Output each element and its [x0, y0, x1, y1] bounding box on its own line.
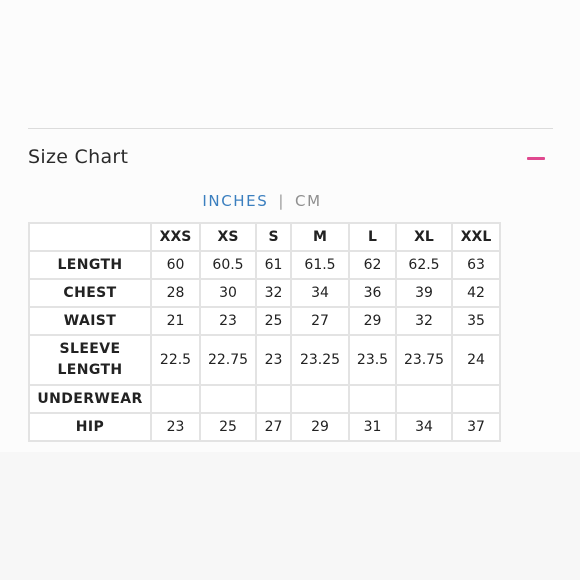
size-header: XL	[395, 222, 453, 252]
table-cell: 27	[290, 306, 350, 336]
row-label: CHEST	[28, 278, 152, 308]
table-cell	[255, 384, 292, 414]
table-cell: 23	[150, 412, 201, 442]
size-header: XXL	[451, 222, 501, 252]
table-cell: 62.5	[395, 250, 453, 280]
table-cell: 35	[451, 306, 501, 336]
header-row: XXS XS S M L XL XXL	[28, 222, 501, 252]
table-cell: 36	[348, 278, 397, 308]
row-label: HIP	[28, 412, 152, 442]
table-cell: 60.5	[199, 250, 257, 280]
table-cell: 28	[150, 278, 201, 308]
table-cell: 22.5	[150, 334, 201, 386]
table-cell	[348, 384, 397, 414]
row-label-line: SLEEVE	[59, 341, 121, 357]
table-cell: 61.5	[290, 250, 350, 280]
table-row: WAIST 21 23 25 27 29 32 35	[28, 306, 501, 336]
size-header: M	[290, 222, 350, 252]
collapse-minus-icon[interactable]	[527, 157, 545, 160]
table-cell: 23	[199, 306, 257, 336]
table-row: SLEEVE LENGTH 22.5 22.75 23 23.25 23.5 2…	[28, 334, 501, 386]
table-cell: 29	[290, 412, 350, 442]
table-row: CHEST 28 30 32 34 36 39 42	[28, 278, 501, 308]
table-cell: 29	[348, 306, 397, 336]
row-label-line: LENGTH	[57, 362, 123, 378]
table-row: LENGTH 60 60.5 61 61.5 62 62.5 63	[28, 250, 501, 280]
table-cell: 34	[290, 278, 350, 308]
row-label: SLEEVE LENGTH	[28, 334, 152, 386]
size-header: XS	[199, 222, 257, 252]
table-cell: 25	[199, 412, 257, 442]
size-chart-panel: Size Chart INCHES | CM XXS XS S M L XL XXL…	[0, 128, 553, 442]
table-cell: 22.75	[199, 334, 257, 386]
table-cell: 31	[348, 412, 397, 442]
row-label: WAIST	[28, 306, 152, 336]
table-cell: 60	[150, 250, 201, 280]
table-cell: 25	[255, 306, 292, 336]
unit-separator: |	[278, 192, 286, 210]
table-cell	[290, 384, 350, 414]
size-header: L	[348, 222, 397, 252]
size-chart-title: Size Chart	[28, 146, 129, 168]
size-header: S	[255, 222, 292, 252]
table-cell: 32	[395, 306, 453, 336]
table-row: UNDERWEAR	[28, 384, 501, 414]
table-cell: 23	[255, 334, 292, 386]
table-cell: 30	[199, 278, 257, 308]
table-cell: 23.25	[290, 334, 350, 386]
table-cell	[199, 384, 257, 414]
row-label: UNDERWEAR	[28, 384, 152, 414]
table-cell: 34	[395, 412, 453, 442]
table-cell: 32	[255, 278, 292, 308]
table-cell: 23.75	[395, 334, 453, 386]
corner-cell	[28, 222, 152, 252]
table-cell: 23.5	[348, 334, 397, 386]
table-cell: 21	[150, 306, 201, 336]
table-cell: 42	[451, 278, 501, 308]
table-row: HIP 23 25 27 29 31 34 37	[28, 412, 501, 442]
unit-inches-tab[interactable]: INCHES	[202, 192, 269, 210]
unit-cm-tab[interactable]: CM	[295, 192, 322, 210]
table-cell	[150, 384, 201, 414]
table-cell: 24	[451, 334, 501, 386]
size-table: XXS XS S M L XL XXL LENGTH 60 60.5 61 61…	[28, 222, 501, 442]
section-divider	[28, 128, 553, 129]
row-label: LENGTH	[28, 250, 152, 280]
table-cell: 39	[395, 278, 453, 308]
table-cell	[395, 384, 453, 414]
table-cell: 63	[451, 250, 501, 280]
size-header: XXS	[150, 222, 201, 252]
table-cell: 62	[348, 250, 397, 280]
table-cell: 27	[255, 412, 292, 442]
table-cell	[451, 384, 501, 414]
table-cell: 37	[451, 412, 501, 442]
unit-toggle: INCHES | CM	[0, 192, 524, 210]
table-cell: 61	[255, 250, 292, 280]
